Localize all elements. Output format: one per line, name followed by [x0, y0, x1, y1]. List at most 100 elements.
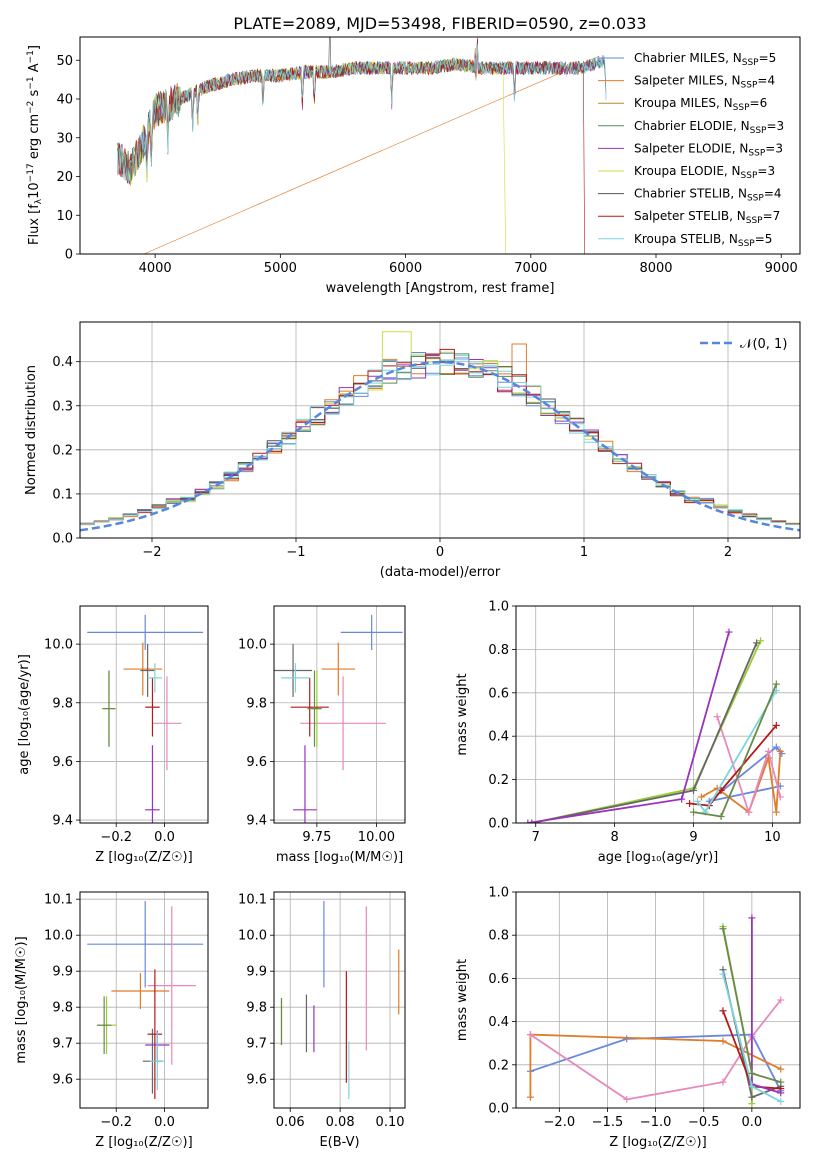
x-tick-label: −1 — [286, 545, 305, 560]
y-tick-label: 0.1 — [52, 487, 73, 502]
y-label-part: −1 — [26, 76, 36, 89]
y-tick-label: 0.0 — [488, 817, 509, 832]
x-tick-label: 6000 — [389, 261, 422, 276]
x-tick-label: 9 — [689, 830, 697, 845]
legend-label-n: =3 — [765, 141, 783, 155]
x-axis-label: Z [log₁₀(Z/Z☉)] — [95, 850, 192, 865]
axes-age_weight: 7 8 9 10 0.0 0.2 0.4 0.6 0.8 1.0 age [log₁₀(age/yr… — [455, 600, 801, 865]
y-label-part: ] — [27, 45, 42, 50]
x-tick-label: 0.0 — [154, 1115, 175, 1130]
legend-label-sub: SSP — [750, 126, 767, 136]
x-tick-label: 9000 — [765, 261, 798, 276]
y-axis-label: mass weight — [455, 959, 470, 1041]
gaussian-curve — [80, 360, 800, 532]
x-axis-label: age [log₁₀(age/yr)] — [598, 850, 719, 865]
y-tick-label: 0.6 — [488, 972, 509, 987]
axes-Z_weight: −2.0 −1.5 −1.0 −0.5 0.0 0.0 0.2 0.4 0.6 0.8 1.0 Z [… — [455, 886, 801, 1150]
spectrum-series-7 — [117, 37, 607, 184]
x-tick-label: −0.2 — [100, 1115, 132, 1130]
y-tick-label: 0.3 — [52, 399, 73, 414]
x-tick-label: −1.5 — [592, 1115, 624, 1130]
plot-area-Z_weight — [526, 914, 785, 1108]
y-tick-label: 0.6 — [488, 686, 509, 701]
y-tick-label: 0.4 — [488, 730, 509, 745]
legend-label: Chabrier MILES, NSSP=5 — [634, 51, 776, 68]
y-tick-label: 0.0 — [52, 532, 73, 547]
legend-label-sub: SSP — [733, 103, 750, 113]
y-tick-label: 9.8 — [52, 696, 73, 711]
y-label-part: 10 — [27, 182, 42, 199]
x-tick-label: −2.0 — [544, 1115, 576, 1130]
x-tick-label: 0 — [436, 545, 444, 560]
axes-frame — [79, 321, 801, 539]
legend-label-n: =5 — [755, 232, 773, 246]
y-tick-label: 30 — [56, 131, 73, 146]
y-tick-label: 0.2 — [488, 773, 509, 788]
axes-frame — [273, 605, 406, 824]
weight-series-8 — [696, 690, 778, 814]
axes-Z_vs_mass: −0.2 0.0 9.6 9.7 9.8 9.9 10.0 10.1 Z [log₁₀(Z/Z☉… — [14, 891, 209, 1150]
legend-label: Salpeter STELIB, NSSP=7 — [634, 209, 780, 226]
y-label-part: erg cm — [27, 114, 42, 163]
y-tick-label: 10 — [56, 209, 73, 224]
y-tick-label: 9.6 — [246, 755, 267, 770]
y-label-part: −2 — [26, 101, 36, 114]
axes-Z_vs_age: −0.2 0.0 9.4 9.6 9.8 10.0 Z [log₁₀(Z/Z☉)] age [… — [17, 605, 209, 865]
y-axis-label: age [log₁₀(age/yr)] — [17, 654, 32, 775]
x-axis-label: Z [log₁₀(Z/Z☉)] — [95, 1135, 192, 1150]
x-axis-label: wavelength [Angstrom, rest frame] — [326, 281, 555, 296]
x-tick-label: 0.06 — [276, 1115, 305, 1130]
axes-frame — [515, 891, 801, 1109]
spectrum-series-9 — [117, 43, 607, 181]
x-axis-label: Z [log₁₀(Z/Z☉)] — [609, 1135, 706, 1150]
y-axis-label: Flux [fλ10−17 erg cm−2 s−1 A−1] — [26, 45, 44, 245]
plot-area-residuals — [80, 331, 800, 532]
x-tick-label: 8000 — [639, 261, 672, 276]
y-tick-label: 9.9 — [246, 965, 267, 980]
y-tick-label: 10.1 — [238, 893, 267, 908]
y-label-part: s — [27, 89, 42, 100]
x-tick-label: 0.0 — [154, 830, 175, 845]
y-tick-label: 10.0 — [44, 638, 73, 653]
legend-label-sub: SSP — [748, 148, 765, 158]
spectrum-series-5 — [117, 37, 607, 185]
x-tick-label: 5000 — [264, 261, 297, 276]
y-tick-label: 0.2 — [488, 1058, 509, 1073]
y-tick-label: 20 — [56, 170, 73, 185]
x-tick-label: 0.08 — [326, 1115, 355, 1130]
axes-frame — [515, 605, 801, 824]
y-tick-label: 9.6 — [52, 1073, 73, 1088]
plot-area-age_weight — [524, 628, 786, 823]
x-tick-label: 7000 — [514, 261, 547, 276]
x-tick-label: 0.10 — [376, 1115, 405, 1130]
axes-residuals: −2 −1 0 1 2 0.0 0.1 0.2 0.3 0.4 (data-model)/error… — [24, 321, 801, 580]
x-axis-label: mass [log₁₀(M/M☉)] — [276, 850, 403, 865]
y-tick-label: 1.0 — [488, 886, 509, 901]
x-tick-label: 8 — [610, 830, 618, 845]
y-tick-label: 0.0 — [488, 1102, 509, 1117]
legend-label-n: =4 — [764, 187, 782, 201]
plot-area-Z_vs_age — [87, 614, 204, 823]
legend-label-n: =7 — [763, 209, 781, 223]
x-axis-label: E(B-V) — [319, 1135, 359, 1150]
y-tick-label: 0.4 — [52, 355, 73, 370]
legend-label-n: =4 — [757, 74, 775, 88]
axes-spectrum: 4000 5000 6000 7000 8000 9000 0 10 20 30 40 50 wavel… — [26, 36, 801, 296]
axes-frame — [79, 891, 209, 1109]
y-tick-label: 10.0 — [238, 929, 267, 944]
plot-area-mass_vs_age — [274, 614, 403, 823]
y-tick-label: 1.0 — [488, 600, 509, 615]
y-tick-label: 0.8 — [488, 929, 509, 944]
x-tick-label: 4000 — [139, 261, 172, 276]
y-label-part: λ — [34, 198, 44, 204]
legend-label: Salpeter ELODIE, NSSP=3 — [634, 141, 783, 158]
legend-label: Salpeter MILES, NSSP=4 — [634, 74, 775, 91]
weight-series-7 — [527, 631, 730, 823]
y-tick-label: 9.7 — [52, 1037, 73, 1052]
x-tick-label: −0.5 — [688, 1115, 720, 1130]
legend-label: Chabrier ELODIE, NSSP=3 — [634, 119, 784, 136]
weight-series-2 — [700, 751, 782, 814]
y-tick-label: 0.2 — [52, 443, 73, 458]
x-axis-label: (data-model)/error — [380, 565, 501, 580]
